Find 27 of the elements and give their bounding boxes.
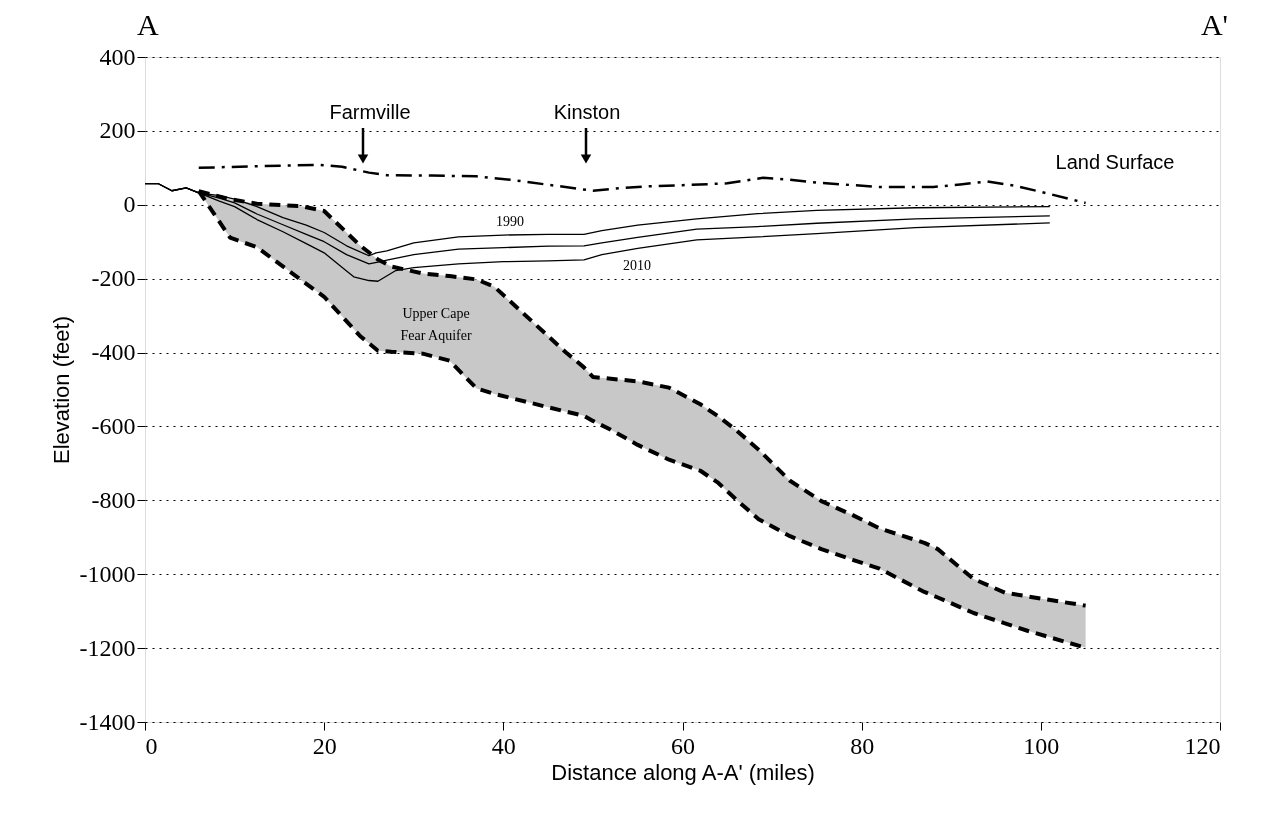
y-axis-title: Elevation (feet) — [48, 316, 74, 464]
annotation: Farmville — [329, 101, 411, 123]
y-tick-label: -1400 — [79, 708, 136, 735]
y-tick-label: -1000 — [79, 560, 136, 587]
x-tick-label: 80 — [850, 732, 875, 759]
text: A — [137, 8, 159, 41]
x-tick-label: 100 — [1023, 732, 1060, 759]
series-label: 1990 — [496, 214, 524, 229]
annotation: Upper Cape Fear Aquifer — [400, 306, 472, 343]
annotation: Kinston — [553, 101, 621, 123]
y-tick-label: -600 — [91, 412, 136, 439]
text: A' — [1200, 8, 1228, 41]
y-tick-label: 0 — [123, 191, 136, 218]
y-tick-label: 200 — [99, 117, 136, 144]
series-label: 2010 — [623, 258, 651, 273]
y-tick-label: 400 — [99, 43, 136, 70]
x-tick-label: 120 — [1184, 732, 1221, 759]
x-tick-label: 0 — [145, 732, 158, 759]
x-axis-title: Distance along A-A' (miles) — [551, 759, 815, 785]
x-tick-label: 20 — [312, 732, 337, 759]
y-tick-label: -1200 — [79, 634, 136, 661]
y-tick-label: -400 — [91, 339, 136, 366]
y-tick-label: -800 — [91, 486, 136, 513]
x-tick-label: 40 — [491, 732, 516, 759]
series-label: Land Surface — [1055, 151, 1175, 173]
x-tick-label: 60 — [671, 732, 695, 759]
y-tick-label: -200 — [91, 265, 136, 292]
